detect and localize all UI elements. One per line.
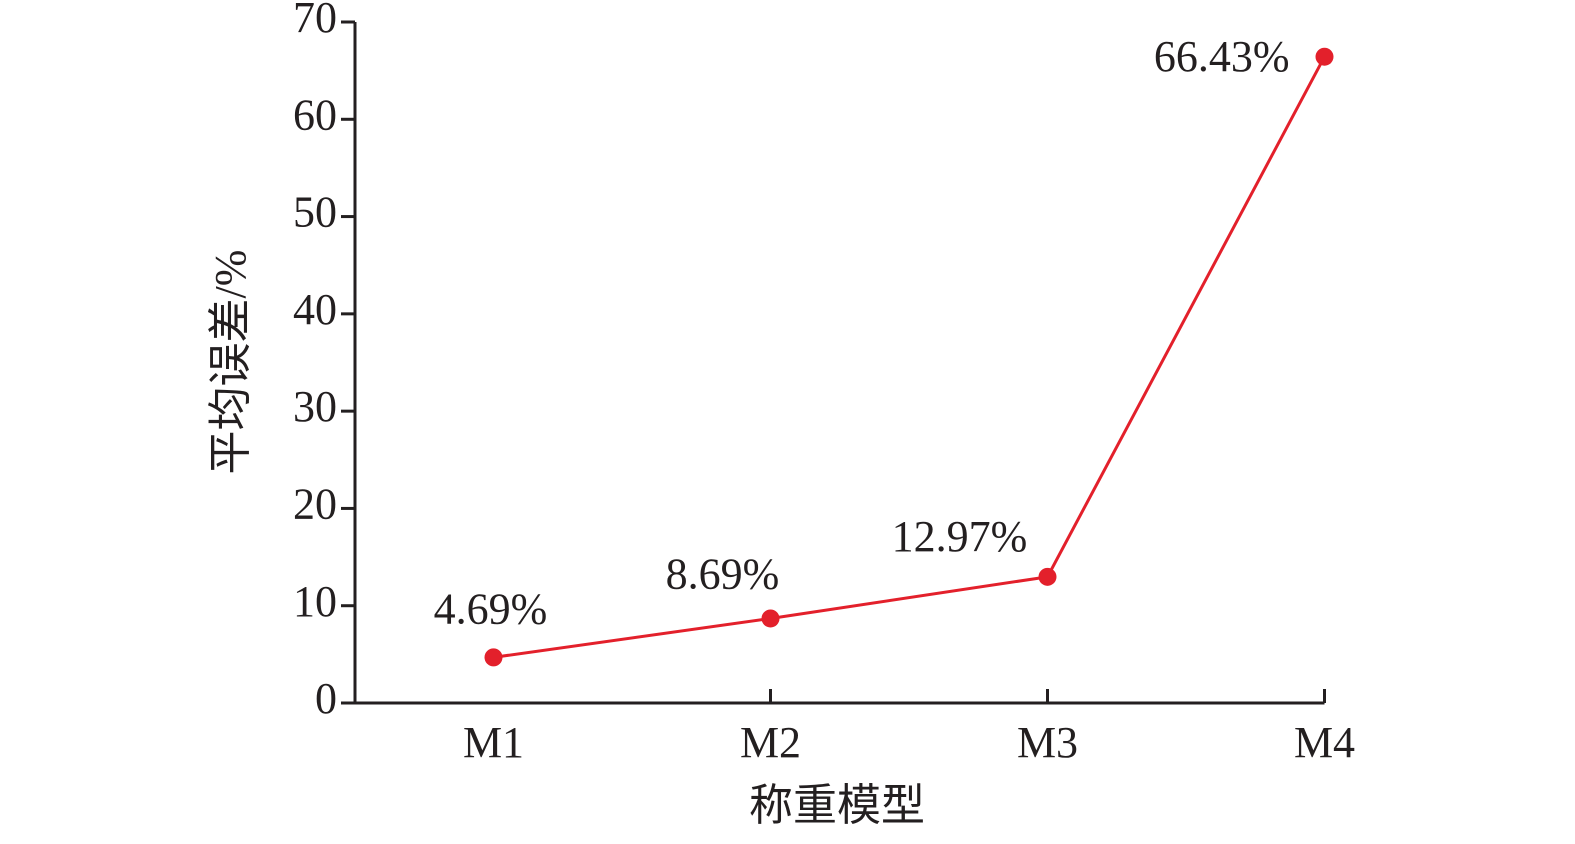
y-tick-label: 10 — [293, 577, 337, 626]
y-tick-label: 70 — [293, 0, 337, 42]
data-label: 12.97% — [892, 512, 1028, 561]
y-tick-label: 60 — [293, 90, 337, 139]
y-axis-title: 平均误差/% — [206, 250, 255, 475]
x-tick-label: M2 — [740, 718, 801, 767]
x-tick-label: M3 — [1017, 718, 1078, 767]
data-label: 66.43% — [1154, 32, 1290, 81]
data-point — [761, 609, 780, 628]
x-axis-title: 称重模型 — [749, 781, 925, 830]
data-line — [493, 56, 1326, 659]
data-label: 8.69% — [666, 550, 780, 599]
x-tick-label: M1 — [463, 718, 524, 767]
data-point — [1038, 567, 1057, 586]
y-tick-label: 0 — [315, 674, 337, 723]
y-tick-label: 40 — [293, 285, 337, 334]
y-tick-label: 20 — [293, 480, 337, 529]
data-point — [1315, 47, 1334, 66]
data-label: 4.69% — [434, 584, 548, 633]
data-point — [484, 648, 503, 667]
y-tick-label: 30 — [293, 382, 337, 431]
y-tick-label: 50 — [293, 188, 337, 237]
x-tick-label: M4 — [1294, 718, 1355, 767]
